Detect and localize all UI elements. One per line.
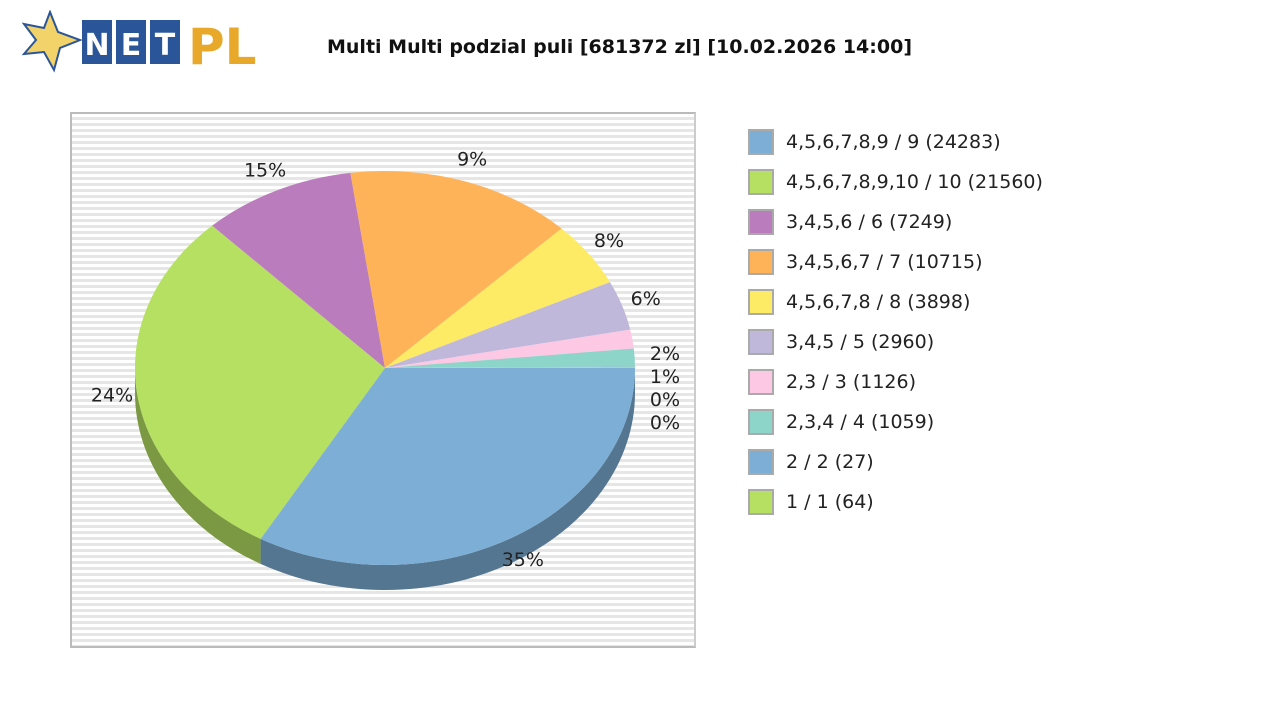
legend-label: 3,4,5 / 5 (2960) [786, 331, 935, 353]
pie-label: 2% [650, 343, 680, 365]
legend-item: 4,5,6,7,8,9,10 / 10 (21560) [748, 162, 1043, 202]
pie-slice [385, 282, 631, 368]
legend-label: 2 / 2 (27) [786, 451, 874, 473]
legend-label: 4,5,6,7,8,9,10 / 10 (21560) [786, 171, 1043, 193]
legend-item: 2,3,4 / 4 (1059) [748, 402, 1043, 442]
legend-label: 4,5,6,7,8,9 / 9 (24283) [786, 131, 1001, 153]
svg-text:PL: PL [188, 18, 257, 76]
legend-label: 1 / 1 (64) [786, 491, 874, 513]
legend-swatch [748, 289, 774, 315]
legend-label: 2,3 / 3 (1126) [786, 371, 917, 393]
legend-item: 1 / 1 (64) [748, 482, 1043, 522]
pie-label: 15% [244, 159, 286, 181]
pie-slice [385, 228, 610, 368]
legend-label: 2,3,4 / 4 (1059) [786, 411, 935, 433]
legend-label: 3,4,5,6 / 6 (7249) [786, 211, 953, 233]
pie-label: 35% [502, 549, 544, 571]
legend-swatch [748, 369, 774, 395]
netpl-logo: N E T PL [20, 9, 265, 78]
pie-slice-side [260, 368, 635, 590]
legend-swatch [748, 329, 774, 355]
legend-item: 4,5,6,7,8,9 / 9 (24283) [748, 122, 1043, 162]
pie-label: 0% [650, 412, 680, 434]
legend-item: 3,4,5,6,7 / 7 (10715) [748, 242, 1043, 282]
legend-item: 2 / 2 (27) [748, 442, 1043, 482]
plot-area: 35% 24% 15% 9% 8% 6% 2% 1% 0% 0% [70, 112, 696, 648]
legend-item: 4,5,6,7,8 / 8 (3898) [748, 282, 1043, 322]
legend-swatch [748, 409, 774, 435]
pie-slice [385, 329, 634, 368]
legend-swatch [748, 449, 774, 475]
pie-label: 0% [650, 389, 680, 411]
svg-text:E: E [121, 28, 142, 63]
pie-slice [212, 172, 385, 368]
legend: 4,5,6,7,8,9 / 9 (24283) 4,5,6,7,8,9,10 / … [748, 122, 1043, 522]
legend-swatch [748, 209, 774, 235]
svg-text:N: N [84, 28, 109, 63]
pie-slice [260, 368, 635, 565]
legend-swatch [748, 169, 774, 195]
pie-label: 1% [650, 366, 680, 388]
legend-swatch [748, 129, 774, 155]
pie-label: 24% [91, 385, 133, 407]
pie-slice [385, 366, 635, 368]
pie-slice [385, 348, 635, 368]
legend-item: 3,4,5 / 5 (2960) [748, 322, 1043, 362]
chart-title: Multi Multi podzial puli [681372 zl] [10… [327, 36, 913, 58]
pie-slice [135, 225, 385, 539]
legend-swatch [748, 489, 774, 515]
pie-label: 6% [631, 288, 661, 310]
legend-swatch [748, 249, 774, 275]
legend-item: 3,4,5,6 / 6 (7249) [748, 202, 1043, 242]
pie-label: 9% [457, 149, 487, 171]
legend-label: 4,5,6,7,8 / 8 (3898) [786, 291, 971, 313]
pie-chart: 35%24%15% 9%8%6%2%1%0%0% [91, 149, 680, 590]
legend-label: 3,4,5,6,7 / 7 (10715) [786, 251, 983, 273]
legend-item: 2,3 / 3 (1126) [748, 362, 1043, 402]
pie-label: 8% [594, 230, 624, 252]
svg-text:T: T [155, 28, 176, 63]
pie-slice [350, 171, 562, 368]
pie-slice-side [134, 368, 261, 564]
